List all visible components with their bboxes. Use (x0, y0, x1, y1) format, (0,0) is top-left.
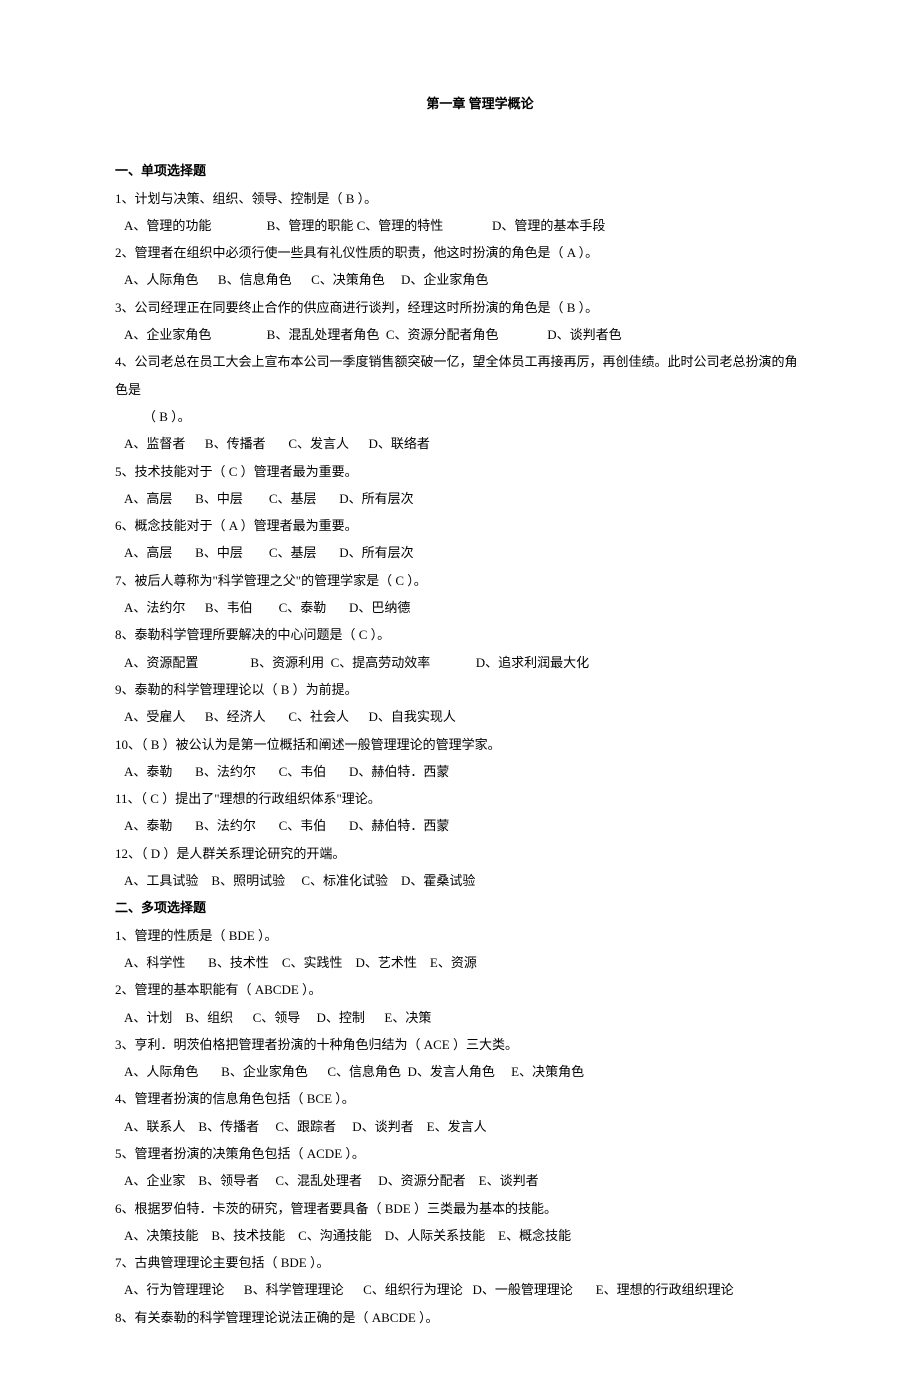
question-options: A、企业家角色 B、混乱处理者角色 C、资源分配者角色 D、谈判者色 (115, 321, 805, 348)
question: 11、（ C ）提出了"理想的行政组织体系"理论。 A、泰勒 B、法约尔 C、韦… (115, 785, 805, 840)
question-options: A、计划 B、组织 C、领导 D、控制 E、决策 (115, 1004, 805, 1031)
question-options: A、法约尔 B、韦伯 C、泰勒 D、巴纳德 (115, 594, 805, 621)
question: 8、有关泰勒的科学管理理论说法正确的是（ ABCDE ）。 (115, 1304, 805, 1331)
question-stem: 10、（ B ）被公认为是第一位概括和阐述一般管理理论的管理学家。 (115, 731, 805, 758)
question-options: A、工具试验 B、照明试验 C、标准化试验 D、霍桑试验 (115, 867, 805, 894)
question-stem: 7、被后人尊称为"科学管理之父"的管理学家是（ C ）。 (115, 567, 805, 594)
section-1-heading: 一、单项选择题 (115, 157, 805, 184)
question: 9、泰勒的科学管理理论以（ B ）为前提。 A、受雇人 B、经济人 C、社会人 … (115, 676, 805, 731)
question-stem: 2、管理者在组织中必须行使一些具有礼仪性质的职责，他这时扮演的角色是（ A ）。 (115, 239, 805, 266)
question-stem: 9、泰勒的科学管理理论以（ B ）为前提。 (115, 676, 805, 703)
section-2: 二、多项选择题 1、管理的性质是（ BDE ）。 A、科学性 B、技术性 C、实… (115, 894, 805, 1331)
question-stem: 5、技术技能对于（ C ）管理者最为重要。 (115, 458, 805, 485)
question-stem-cont: （ B ）。 (115, 403, 805, 430)
question-stem: 3、亨利．明茨伯格把管理者扮演的十种角色归结为（ ACE ）三大类。 (115, 1031, 805, 1058)
question-options: A、人际角色 B、企业家角色 C、信息角色 D、发言人角色 E、决策角色 (115, 1058, 805, 1085)
question-stem: 11、（ C ）提出了"理想的行政组织体系"理论。 (115, 785, 805, 812)
question: 10、（ B ）被公认为是第一位概括和阐述一般管理理论的管理学家。 A、泰勒 B… (115, 731, 805, 786)
question-stem: 1、管理的性质是（ BDE ）。 (115, 922, 805, 949)
question: 2、管理者在组织中必须行使一些具有礼仪性质的职责，他这时扮演的角色是（ A ）。… (115, 239, 805, 294)
question: 1、管理的性质是（ BDE ）。 A、科学性 B、技术性 C、实践性 D、艺术性… (115, 922, 805, 977)
section-1: 一、单项选择题 1、计划与决策、组织、领导、控制是（ B ）。 A、管理的功能 … (115, 157, 805, 894)
question-options: A、企业家 B、领导者 C、混乱处理者 D、资源分配者 E、谈判者 (115, 1167, 805, 1194)
question-stem: 2、管理的基本职能有（ ABCDE ）。 (115, 976, 805, 1003)
question: 3、亨利．明茨伯格把管理者扮演的十种角色归结为（ ACE ）三大类。 A、人际角… (115, 1031, 805, 1086)
question-options: A、泰勒 B、法约尔 C、韦伯 D、赫伯特．西蒙 (115, 812, 805, 839)
question-options: A、泰勒 B、法约尔 C、韦伯 D、赫伯特．西蒙 (115, 758, 805, 785)
question-stem: 8、有关泰勒的科学管理理论说法正确的是（ ABCDE ）。 (115, 1304, 805, 1331)
question-stem: 3、公司经理正在同要终止合作的供应商进行谈判，经理这时所扮演的角色是（ B ）。 (115, 294, 805, 321)
question: 7、被后人尊称为"科学管理之父"的管理学家是（ C ）。 A、法约尔 B、韦伯 … (115, 567, 805, 622)
question-stem: 1、计划与决策、组织、领导、控制是（ B ）。 (115, 185, 805, 212)
question-stem: 4、公司老总在员工大会上宣布本公司一季度销售额突破一亿，望全体员工再接再厉，再创… (115, 348, 805, 403)
question-options: A、高层 B、中层 C、基层 D、所有层次 (115, 539, 805, 566)
question-options: A、监督者 B、传播者 C、发言人 D、联络者 (115, 430, 805, 457)
question: 7、古典管理理论主要包括（ BDE ）。 A、行为管理理论 B、科学管理理论 C… (115, 1249, 805, 1304)
question-options: A、人际角色 B、信息角色 C、决策角色 D、企业家角色 (115, 266, 805, 293)
question-stem: 6、根据罗伯特．卡茨的研究，管理者要具备（ BDE ）三类最为基本的技能。 (115, 1195, 805, 1222)
question-stem: 6、概念技能对于（ A ）管理者最为重要。 (115, 512, 805, 539)
question-options: A、管理的功能 B、管理的职能 C、管理的特性 D、管理的基本手段 (115, 212, 805, 239)
question: 4、公司老总在员工大会上宣布本公司一季度销售额突破一亿，望全体员工再接再厉，再创… (115, 348, 805, 457)
question: 2、管理的基本职能有（ ABCDE ）。 A、计划 B、组织 C、领导 D、控制… (115, 976, 805, 1031)
question-stem: 5、管理者扮演的决策角色包括（ ACDE ）。 (115, 1140, 805, 1167)
question-options: A、联系人 B、传播者 C、跟踪者 D、谈判者 E、发言人 (115, 1113, 805, 1140)
question: 1、计划与决策、组织、领导、控制是（ B ）。 A、管理的功能 B、管理的职能 … (115, 185, 805, 240)
question: 4、管理者扮演的信息角色包括（ BCE ）。 A、联系人 B、传播者 C、跟踪者… (115, 1085, 805, 1140)
question-options: A、受雇人 B、经济人 C、社会人 D、自我实现人 (115, 703, 805, 730)
question-stem: 7、古典管理理论主要包括（ BDE ）。 (115, 1249, 805, 1276)
section-2-heading: 二、多项选择题 (115, 894, 805, 921)
question: 5、管理者扮演的决策角色包括（ ACDE ）。 A、企业家 B、领导者 C、混乱… (115, 1140, 805, 1195)
chapter-title: 第一章 管理学概论 (115, 90, 805, 117)
question-options: A、资源配置 B、资源利用 C、提高劳动效率 D、追求利润最大化 (115, 649, 805, 676)
question: 12、（ D ）是人群关系理论研究的开端。 A、工具试验 B、照明试验 C、标准… (115, 840, 805, 895)
question-stem: 4、管理者扮演的信息角色包括（ BCE ）。 (115, 1085, 805, 1112)
question: 5、技术技能对于（ C ）管理者最为重要。 A、高层 B、中层 C、基层 D、所… (115, 458, 805, 513)
question-options: A、行为管理理论 B、科学管理理论 C、组织行为理论 D、一般管理理论 E、理想… (115, 1276, 805, 1303)
question: 8、泰勒科学管理所要解决的中心问题是（ C ）。 A、资源配置 B、资源利用 C… (115, 621, 805, 676)
question-stem: 8、泰勒科学管理所要解决的中心问题是（ C ）。 (115, 621, 805, 648)
question: 6、根据罗伯特．卡茨的研究，管理者要具备（ BDE ）三类最为基本的技能。 A、… (115, 1195, 805, 1250)
question-options: A、科学性 B、技术性 C、实践性 D、艺术性 E、资源 (115, 949, 805, 976)
question-options: A、决策技能 B、技术技能 C、沟通技能 D、人际关系技能 E、概念技能 (115, 1222, 805, 1249)
question: 6、概念技能对于（ A ）管理者最为重要。 A、高层 B、中层 C、基层 D、所… (115, 512, 805, 567)
question-options: A、高层 B、中层 C、基层 D、所有层次 (115, 485, 805, 512)
question-stem: 12、（ D ）是人群关系理论研究的开端。 (115, 840, 805, 867)
question: 3、公司经理正在同要终止合作的供应商进行谈判，经理这时所扮演的角色是（ B ）。… (115, 294, 805, 349)
